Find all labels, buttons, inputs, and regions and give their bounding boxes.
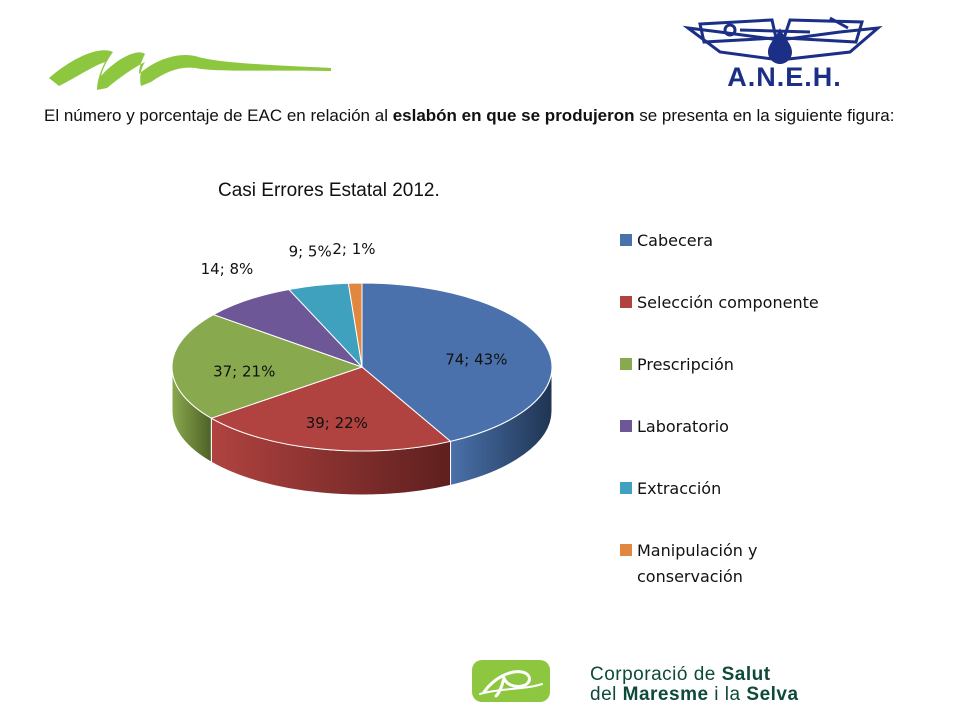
intro-text: El número y porcentaje de EAC en relació…: [44, 104, 924, 128]
legend-item-prescripcion: Prescripción: [620, 352, 940, 414]
legend-swatch-extraccion: [620, 482, 632, 494]
footer-line2-regular2: i la: [708, 684, 747, 705]
chart-title: Casi Errores Estatal 2012.: [218, 180, 440, 201]
legend-label-laboratorio: Laboratorio: [637, 417, 729, 436]
pie-label-cabecera: 74; 43%: [445, 351, 507, 369]
legend-swatch-prescripcion: [620, 358, 632, 370]
intro-text-part1: El número y porcentaje de EAC en relació…: [44, 106, 393, 125]
footer-line-2: del Maresme i la Selva: [590, 685, 799, 705]
legend-item-seleccion-componente: Selección componente: [620, 290, 940, 352]
legend-item-manipulacion-conservacion: Manipulación y conservación: [620, 538, 940, 600]
legend-swatch-laboratorio: [620, 420, 632, 432]
legend-swatch-seleccion-componente: [620, 296, 632, 308]
pie-slice-manipulacion-conservacion: [347, 282, 363, 368]
aneh-logo-text: A.N.E.H.: [727, 62, 842, 92]
legend-swatch-manipulacion-conservacion: [620, 544, 632, 556]
footer-line1-bold: Salut: [721, 664, 771, 685]
corporacio-salut-logo-icon: [472, 660, 550, 702]
pie-label-laboratorio: 14; 8%: [201, 260, 254, 278]
pie-label-manipulacion-conservacion: 2; 1%: [332, 240, 375, 258]
legend-label-prescripcion: Prescripción: [637, 355, 734, 374]
pie-label-seleccion-componente: 39; 22%: [306, 414, 368, 432]
pie-label-extraccion: 9; 5%: [289, 243, 332, 261]
legend-label-extraccion: Extracción: [637, 479, 722, 498]
pie-slice-prescripcion: [171, 314, 364, 419]
footer-line2-bold: Maresme: [622, 684, 709, 705]
green-swoosh-logo: [49, 50, 331, 90]
legend-label-manipulacion-conservacion: Manipulación y conservación: [637, 541, 758, 586]
chart-legend: Cabecera Selección componente Prescripción…: [620, 228, 940, 600]
legend-label-cabecera: Cabecera: [637, 231, 713, 250]
pie-slice-cabecera: [361, 282, 553, 442]
legend-label-seleccion-componente: Selección componente: [637, 293, 819, 312]
pie-chart: 74; 43% 39; 22% 37; 21% 14; 8% 9; 5% 2; 1%: [171, 240, 553, 496]
corporacio-salut-logo-text: Corporació de Salut del Maresme i la Sel…: [590, 665, 799, 705]
footer-line1-regular: Corporació de: [590, 664, 722, 685]
footer-line2-bold2: Selva: [746, 684, 799, 705]
intro-text-part2: se presenta en la siguiente figura:: [634, 106, 895, 125]
legend-item-laboratorio: Laboratorio: [620, 414, 940, 476]
legend-swatch-cabecera: [620, 234, 632, 246]
footer-line2-regular: del: [590, 684, 623, 705]
footer-line-1: Corporació de Salut: [590, 665, 799, 685]
pie-slice-laboratorio: [212, 288, 363, 368]
legend-item-cabecera: Cabecera: [620, 228, 940, 290]
pie-label-prescripcion: 37; 21%: [213, 363, 275, 381]
pie-data-labels: 74; 43% 39; 22% 37; 21% 14; 8% 9; 5% 2; 1%: [201, 240, 508, 432]
pie-slice-seleccion-componente: [210, 366, 452, 452]
pie-slices: [171, 282, 553, 452]
legend-item-extraccion: Extracción: [620, 476, 940, 538]
intro-text-bold: eslabón en que se produjeron: [392, 106, 635, 125]
pie-sides: [171, 366, 553, 496]
aneh-logo: [682, 16, 883, 64]
